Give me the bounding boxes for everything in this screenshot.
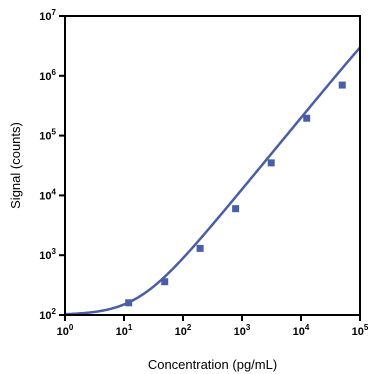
y-axis-title: Signal (counts): [8, 122, 23, 209]
y-tick-label: 105: [39, 128, 56, 143]
y-tick-label: 104: [39, 187, 56, 202]
x-axis-title: Concentration (pg/mL): [148, 357, 277, 372]
data-point: [267, 159, 275, 167]
y-tick-label: 107: [39, 8, 56, 23]
x-tick-label: 101: [116, 323, 133, 338]
data-point: [125, 299, 133, 307]
y-tick-label: 103: [39, 247, 56, 262]
data-point: [196, 244, 204, 252]
plot-frame: [64, 15, 361, 316]
data-point: [303, 114, 311, 122]
data-point: [161, 278, 169, 286]
x-tick-label: 104: [293, 323, 310, 338]
data-point: [338, 81, 346, 89]
plot-area: [64, 46, 361, 316]
y-tick-label: 106: [39, 68, 56, 83]
x-tick-label: 100: [57, 323, 74, 338]
x-tick-label: 103: [234, 323, 251, 338]
x-tick-label: 105: [352, 323, 369, 338]
fit-curve: [64, 46, 361, 316]
data-point: [232, 205, 240, 213]
axes: 100 101 102 103 104 105 102 103 104 105 106 107: [39, 8, 369, 338]
x-tick-label: 102: [175, 323, 192, 338]
y-tick-label: 102: [39, 307, 56, 322]
